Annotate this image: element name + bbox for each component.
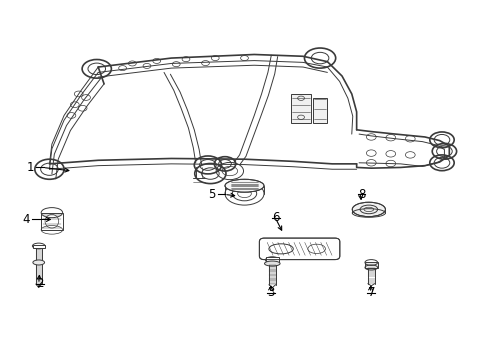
Text: 3: 3 bbox=[267, 287, 274, 300]
Text: 2: 2 bbox=[36, 278, 43, 291]
Text: 5: 5 bbox=[207, 188, 215, 201]
Text: 6: 6 bbox=[272, 211, 279, 224]
Ellipse shape bbox=[224, 179, 264, 192]
Ellipse shape bbox=[33, 260, 44, 265]
Polygon shape bbox=[290, 94, 311, 123]
Polygon shape bbox=[312, 98, 327, 123]
Text: 8: 8 bbox=[357, 188, 365, 201]
Polygon shape bbox=[364, 262, 377, 267]
Ellipse shape bbox=[351, 202, 385, 217]
Polygon shape bbox=[265, 257, 278, 262]
Ellipse shape bbox=[264, 261, 280, 266]
Polygon shape bbox=[33, 244, 44, 248]
FancyBboxPatch shape bbox=[259, 238, 339, 260]
Text: 4: 4 bbox=[22, 213, 30, 226]
Polygon shape bbox=[41, 213, 62, 230]
Text: 1: 1 bbox=[26, 161, 34, 174]
Text: 7: 7 bbox=[367, 287, 374, 300]
